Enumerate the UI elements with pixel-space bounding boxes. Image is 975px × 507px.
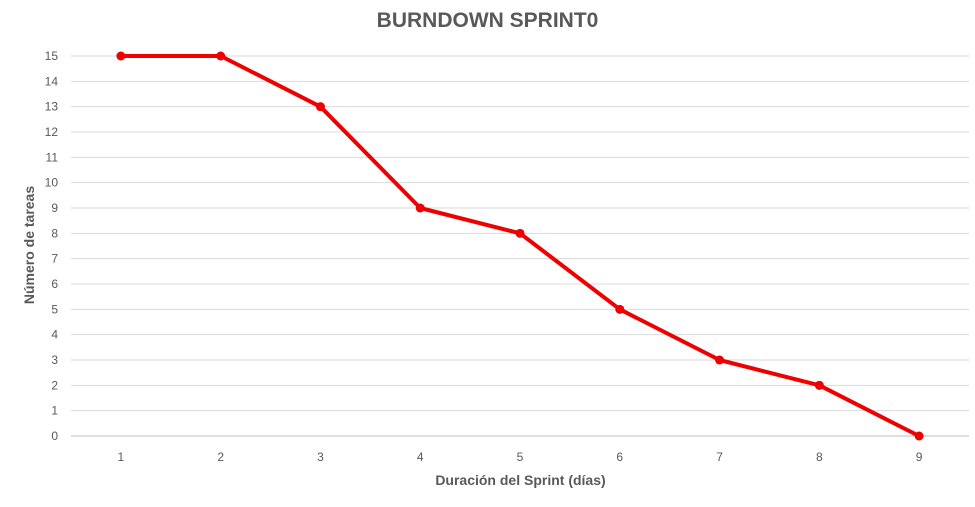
data-point	[315, 102, 325, 112]
y-tick-label: 12	[45, 125, 59, 139]
series-group	[116, 51, 924, 441]
x-tick-label: 9	[916, 450, 923, 464]
y-tick-label: 14	[45, 74, 59, 88]
series-line	[118, 54, 922, 438]
y-tick-label: 9	[51, 201, 58, 215]
data-point	[914, 431, 924, 441]
y-tick-label: 3	[51, 353, 58, 367]
y-tick-label: 2	[51, 378, 58, 392]
x-tick-label: 3	[317, 450, 324, 464]
x-tick-label: 1	[118, 450, 125, 464]
x-axis-label: Duración del Sprint (días)	[435, 472, 606, 488]
data-point	[615, 304, 625, 314]
x-tick-label: 2	[217, 450, 224, 464]
y-tick-label: 1	[51, 404, 58, 418]
data-point	[515, 228, 525, 238]
x-tick-label: 6	[616, 450, 623, 464]
y-tick-label: 11	[46, 150, 59, 164]
gridlines	[71, 55, 969, 437]
data-point	[216, 51, 226, 61]
chart-title: BURNDOWN SPRINT0	[376, 9, 599, 32]
y-tick-label: 7	[51, 252, 58, 266]
y-tick-label: 10	[45, 176, 59, 190]
data-point	[715, 355, 725, 365]
x-tick-label: 5	[517, 450, 524, 464]
x-tick-label: 8	[816, 450, 823, 464]
y-tick-label: 15	[45, 49, 59, 63]
y-tick-label: 8	[51, 226, 58, 240]
x-tick-label: 7	[716, 450, 723, 464]
x-tick-label: 4	[417, 450, 424, 464]
data-point	[415, 203, 425, 213]
data-point	[116, 51, 126, 61]
y-tick-label: 0	[51, 429, 58, 443]
data-point	[814, 380, 824, 390]
y-tick-label: 4	[51, 328, 58, 342]
x-axis-ticks: 1 2 3 4 5 6 7 8 9	[118, 450, 923, 464]
y-tick-label: 6	[51, 277, 58, 291]
y-tick-label: 13	[45, 100, 59, 114]
y-tick-label: 5	[51, 302, 58, 316]
